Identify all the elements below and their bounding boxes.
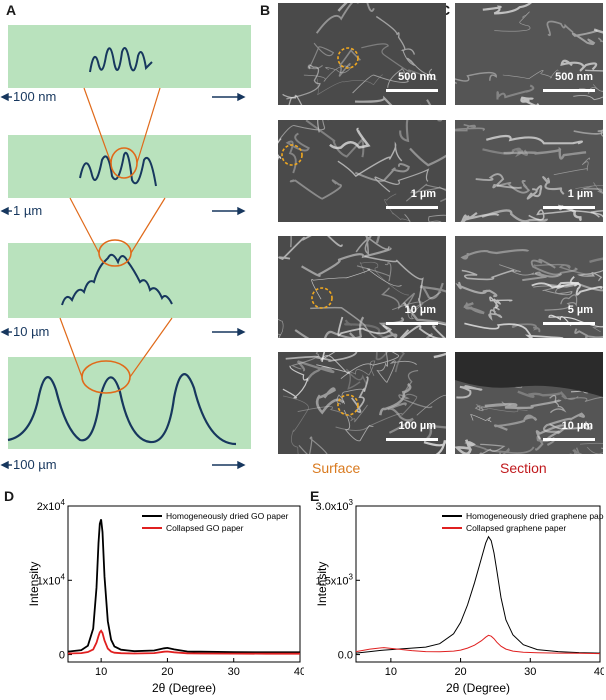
scale-label-4: 100 µm xyxy=(13,457,57,472)
scalebar xyxy=(543,206,595,209)
legend-label: Homogeneously dried graphene paper xyxy=(466,511,604,521)
scalebar xyxy=(386,322,438,325)
y-tick-label: 1x104 xyxy=(37,572,66,587)
zoom-ellipse-2 xyxy=(98,239,132,267)
y-tick-label: 0 xyxy=(59,650,65,662)
scale-label-3: 10 µm xyxy=(13,324,50,339)
highlight-circle xyxy=(337,47,359,69)
section-caption: Section xyxy=(500,460,547,476)
panel-label-a: A xyxy=(6,2,17,18)
scalebar xyxy=(386,206,438,209)
y-axis-label: Intensity xyxy=(27,562,41,607)
section-sem-image: 5 µm xyxy=(455,236,603,338)
schematic-band-3 xyxy=(8,243,251,318)
y-tick-label: 0.0 xyxy=(338,650,353,662)
panel-label-e: E xyxy=(310,488,320,504)
wave-curve-2 xyxy=(79,151,157,187)
scalebar-label: 500 nm xyxy=(555,71,593,83)
zoom-line xyxy=(59,317,83,378)
scalebar-label: 10 µm xyxy=(404,304,436,316)
series-line-2 xyxy=(67,629,300,655)
x-tick-label: 40 xyxy=(594,666,604,678)
xrd-chart-go: 10 20 30 40 0 1x104 2x104 2θ (Degree) Intensity H… xyxy=(27,498,304,695)
legend-label: Collapsed graphene paper xyxy=(466,523,566,533)
zoom-line xyxy=(136,87,161,164)
wave-curve-4 xyxy=(7,373,237,446)
series-line-2 xyxy=(355,634,601,655)
x-tick-label: 30 xyxy=(524,666,536,678)
y-tick-label: 3.0x103 xyxy=(316,498,354,513)
series-line-1 xyxy=(67,519,300,654)
series-line-1 xyxy=(355,535,601,654)
x-tick-label: 20 xyxy=(161,666,173,678)
surface-sem-image: 500 nm xyxy=(278,3,446,105)
scalebar-label: 10 µm xyxy=(561,420,593,432)
highlight-circle xyxy=(337,394,359,416)
surface-sem-image: 100 µm xyxy=(278,352,446,454)
x-tick-label: 10 xyxy=(95,666,107,678)
legend-label: Homogeneously dried GO paper xyxy=(166,511,289,521)
zoom-line xyxy=(129,317,173,378)
scalebar xyxy=(386,438,438,441)
x-tick-label: 20 xyxy=(454,666,466,678)
scalebar-label: 500 nm xyxy=(398,71,436,83)
plot-frame xyxy=(355,505,601,663)
legend-label: Collapsed GO paper xyxy=(166,523,244,533)
scalebar xyxy=(543,322,595,325)
x-tick-label: 30 xyxy=(228,666,240,678)
panel-label-b: B xyxy=(260,2,271,18)
section-sem-image: 10 µm xyxy=(455,352,603,454)
x-tick-label: 40 xyxy=(294,666,304,678)
x-axis-label: 2θ (Degree) xyxy=(446,681,510,695)
zoom-line xyxy=(130,197,166,254)
plot-frame xyxy=(67,505,301,663)
wave-curve-1 xyxy=(89,47,153,73)
highlight-circle xyxy=(281,144,303,166)
zoom-line xyxy=(83,87,112,164)
surface-sem-image: 10 µm xyxy=(278,236,446,338)
panel-label-d: D xyxy=(4,488,15,504)
schematic-drawing xyxy=(0,47,246,470)
surface-sem-image: 1 µm xyxy=(278,120,446,222)
surface-caption: Surface xyxy=(312,460,361,476)
highlight-circle xyxy=(311,287,333,309)
zoom-line xyxy=(69,197,100,254)
scalebar-label: 5 µm xyxy=(567,304,593,316)
section-sem-image: 500 nm xyxy=(455,3,603,105)
scalebar-label: 1 µm xyxy=(410,188,436,200)
y-tick-label: 2x104 xyxy=(37,498,66,513)
scalebar xyxy=(543,438,595,441)
scale-label-2: 1 µm xyxy=(13,203,43,218)
x-axis-label: 2θ (Degree) xyxy=(152,681,216,695)
x-tick-label: 10 xyxy=(385,666,397,678)
zoom-ellipse-3 xyxy=(81,360,131,394)
wave-curve-3 xyxy=(61,253,173,306)
y-tick-label: 1.5x103 xyxy=(316,572,354,587)
xrd-chart-graphene: 10 20 30 40 0.0 1.5x103 3.0x103 2θ (Degree) Inte… xyxy=(315,498,604,695)
scalebar xyxy=(543,89,595,92)
scalebar-label: 100 µm xyxy=(398,420,436,432)
y-axis-label: Intensity xyxy=(315,562,329,607)
zoom-ellipse-1 xyxy=(110,147,138,179)
scalebar-label: 1 µm xyxy=(567,188,593,200)
section-sem-image: 1 µm xyxy=(455,120,603,222)
scale-label-1: 100 nm xyxy=(13,89,57,104)
scalebar xyxy=(386,89,438,92)
